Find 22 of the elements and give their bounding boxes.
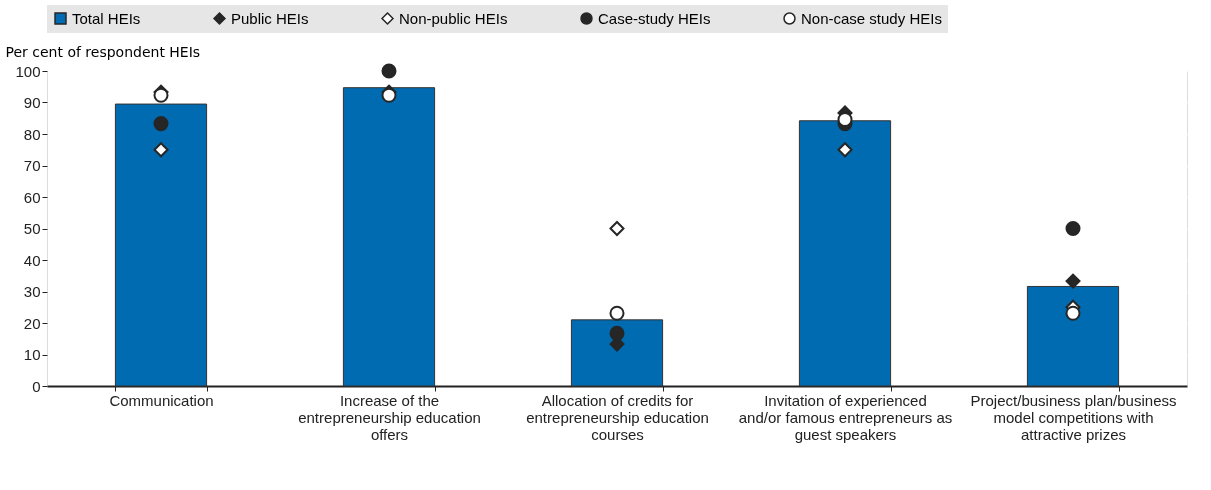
y-tick-label: 90	[23, 94, 41, 111]
y-tick-label: 100	[15, 62, 41, 80]
y-tick-label: 70	[23, 157, 41, 174]
y-axis-title: Per cent of respondent HEIs	[5, 43, 201, 60]
y-tick-label: 0	[32, 377, 41, 395]
x-tick-label: Increase of the entrepreneurship education offers	[298, 391, 481, 443]
y-tick-label: 60	[23, 188, 41, 206]
y-tick-label: 80	[23, 125, 41, 143]
legend-label: Case-study HEIs	[598, 9, 711, 27]
y-tick-label: 30	[23, 283, 41, 300]
y-tick-label: 50	[23, 220, 41, 237]
legend-label: Public HEIs	[231, 9, 309, 27]
y-tick-label: 10	[23, 346, 41, 363]
y-tick-label: 40	[23, 251, 41, 269]
x-tick-label: Allocation of credits for entrepreneurship education courses	[526, 391, 709, 443]
x-tick-label: Invitation of experienced and/or famous entrepreneurs as guest speakers	[738, 391, 953, 443]
legend-label: Non-public HEIs	[399, 9, 508, 27]
legend-label: Non-case study HEIs	[801, 9, 942, 27]
y-tick-label: 20	[23, 314, 41, 332]
x-tick-label: Project/business plan/business model competitions with attractive prizes	[970, 391, 1177, 443]
legend-label: Total HEIs	[72, 9, 141, 27]
x-tick-label: Communication	[109, 391, 214, 409]
